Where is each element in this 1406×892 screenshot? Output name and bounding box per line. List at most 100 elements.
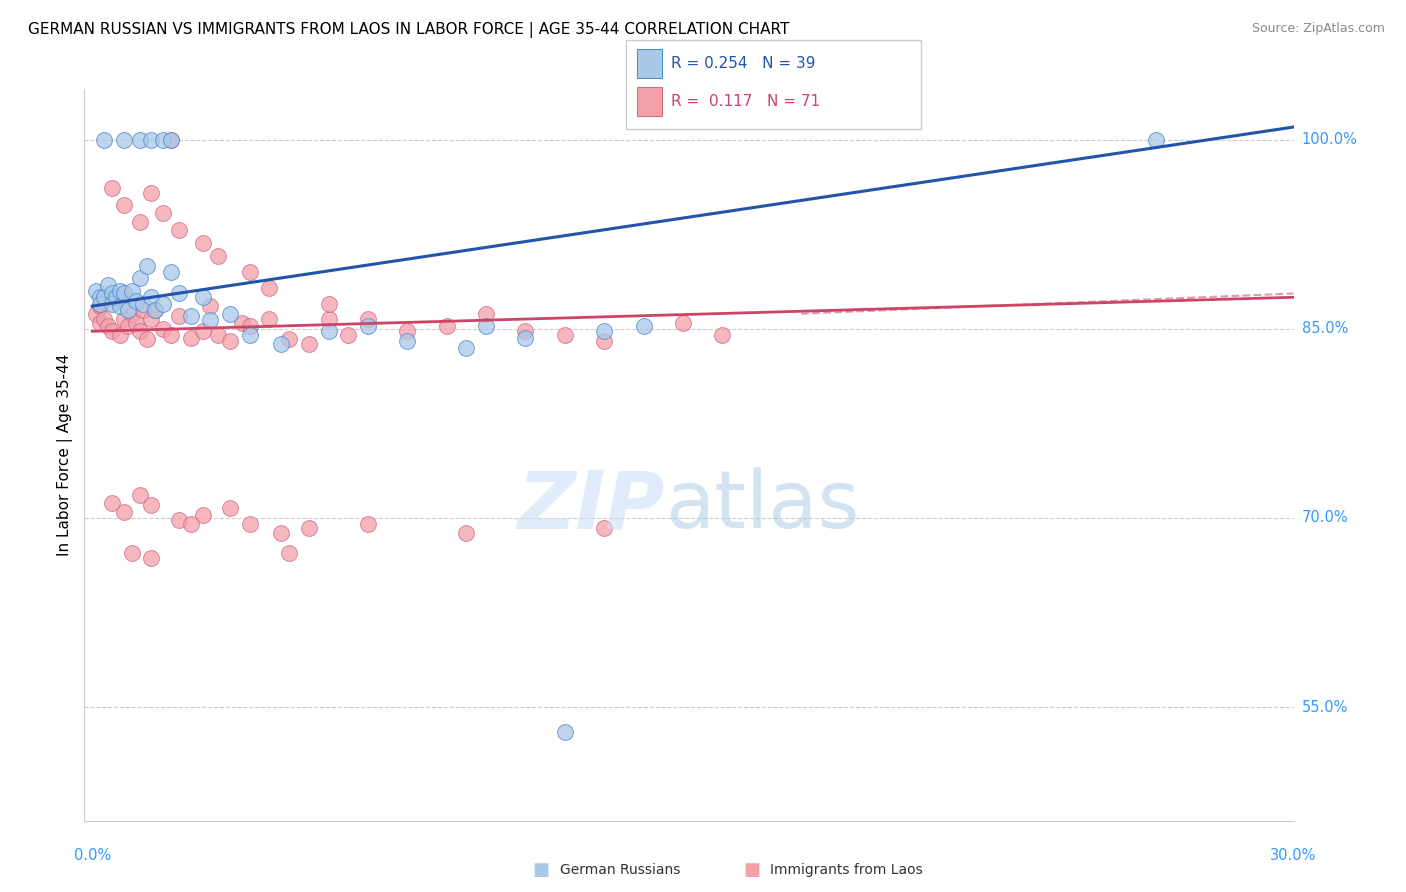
Text: Source: ZipAtlas.com: Source: ZipAtlas.com [1251,22,1385,36]
Point [207,249,229,263]
Point [357,311,380,326]
Point [239,319,262,334]
Point [239,265,262,279]
Text: R = 0.254   N = 39: R = 0.254 N = 39 [671,56,815,70]
Point [121,284,143,298]
Point [84,307,107,321]
Point [152,296,174,310]
Point [436,319,458,334]
Point [84,284,107,298]
Point [128,324,150,338]
Text: ZIP: ZIP [517,467,665,545]
Point [112,286,135,301]
Text: Immigrants from Laos: Immigrants from Laos [770,863,924,877]
Point [101,296,124,310]
Point [112,198,135,212]
Point [515,324,537,338]
Point [396,324,419,338]
Point [180,309,202,323]
Point [167,514,190,528]
Text: ■: ■ [744,861,761,879]
Text: atlas: atlas [665,467,859,545]
Point [180,331,202,345]
Point [239,517,262,532]
Point [357,517,380,532]
Text: 85.0%: 85.0% [1302,321,1348,336]
Point [200,299,222,313]
Point [318,324,340,338]
Point [141,186,163,200]
Point [337,328,360,343]
Point [593,324,616,338]
Point [298,337,321,351]
Point [167,309,190,323]
Point [456,341,478,355]
Point [141,290,163,304]
Point [128,133,150,147]
Point [124,294,146,309]
Text: GERMAN RUSSIAN VS IMMIGRANTS FROM LAOS IN LABOR FORCE | AGE 35-44 CORRELATION CH: GERMAN RUSSIAN VS IMMIGRANTS FROM LAOS I… [28,22,790,38]
Point [104,294,127,309]
Point [128,488,150,502]
Point [259,281,281,295]
Point [475,319,498,334]
Point [593,521,616,535]
Text: R =  0.117   N = 71: R = 0.117 N = 71 [671,95,820,109]
Text: 70.0%: 70.0% [1302,510,1348,525]
Point [136,332,159,346]
Point [160,133,183,147]
Point [89,296,111,310]
Point [191,235,214,250]
Point [672,316,695,330]
Point [121,546,143,560]
Point [141,499,163,513]
Point [259,311,281,326]
Point [89,299,111,313]
Point [278,332,301,346]
Point [219,334,242,349]
Point [239,328,262,343]
Point [93,311,115,326]
Point [298,521,321,535]
Point [112,311,135,326]
Point [318,296,340,310]
Point [108,299,131,313]
Point [97,277,120,292]
Point [475,307,498,321]
Point [132,296,155,310]
Point [191,324,214,338]
Point [132,302,155,317]
Point [128,214,150,228]
Point [128,271,150,285]
Point [152,133,174,147]
Point [554,328,576,343]
Point [117,302,139,317]
Point [101,324,124,338]
Point [396,334,419,349]
Point [152,322,174,336]
Point [89,290,111,304]
Point [318,311,340,326]
Y-axis label: In Labor Force | Age 35-44: In Labor Force | Age 35-44 [58,354,73,556]
Point [136,259,159,273]
Point [89,316,111,330]
Point [112,133,135,147]
Text: 0.0%: 0.0% [73,848,111,863]
Point [231,316,253,330]
Point [143,302,166,317]
Point [108,328,131,343]
Point [219,307,242,321]
Point [141,133,163,147]
Point [121,307,143,321]
Point [101,180,124,194]
Text: 30.0%: 30.0% [1271,848,1316,863]
Point [270,337,292,351]
Point [270,526,292,541]
Point [167,286,190,301]
Text: German Russians: German Russians [560,863,681,877]
Point [101,496,124,510]
Point [143,302,166,317]
Point [141,311,163,326]
Point [1144,133,1167,147]
Point [93,133,115,147]
